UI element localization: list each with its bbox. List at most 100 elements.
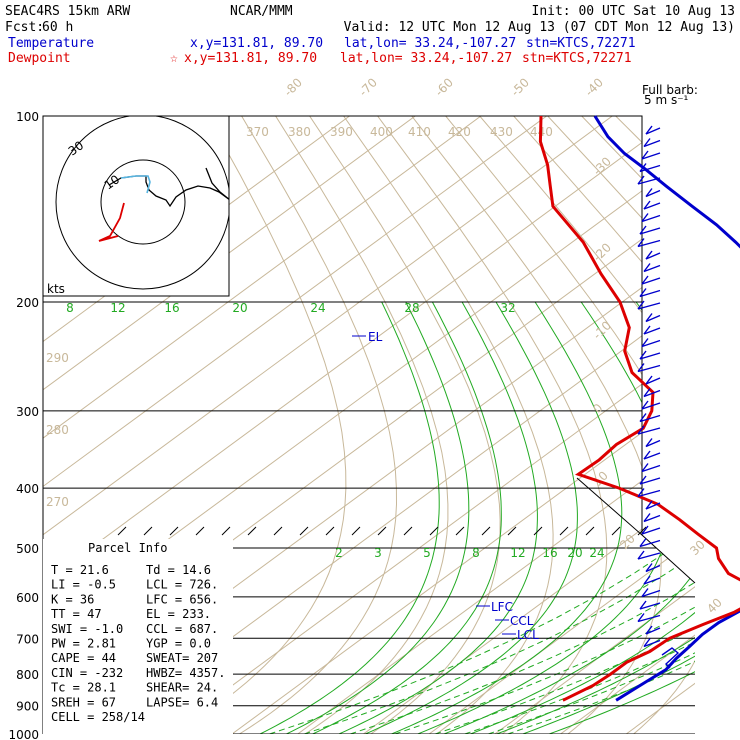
wind-barb-flag — [639, 413, 647, 422]
hatch-mark — [221, 526, 231, 536]
pressure-tick-100: 100 — [16, 110, 39, 124]
hatch-mark — [143, 526, 153, 536]
moist-adiabat — [286, 301, 470, 734]
mixing-ratio-label-upper: 12 — [110, 301, 125, 315]
wind-barb-flag — [637, 425, 645, 435]
wind-barb — [637, 302, 661, 310]
wind-barb-flag — [645, 438, 653, 447]
wind-barb — [645, 502, 661, 510]
isotherm-line — [43, 116, 566, 734]
hatch-mark — [585, 526, 595, 536]
hatch-mark — [169, 526, 179, 536]
isotherm-label: -80 — [281, 75, 305, 99]
wind-barb-flag — [641, 400, 649, 410]
wind-barb-flag — [641, 463, 649, 472]
wind-barb-flag — [643, 450, 651, 460]
moist-adiabat — [259, 301, 440, 734]
isotherm-line — [43, 116, 632, 734]
isotherm-label: -10 — [590, 318, 614, 342]
theta-label: 400 — [370, 125, 393, 139]
wind-barb — [637, 489, 661, 498]
pressure-tick-500: 500 — [16, 542, 39, 556]
wind-barb-flag — [645, 188, 653, 197]
parcel-right-value: LCL = 726. — [146, 578, 218, 592]
parcel-right-value: EL = 233. — [146, 607, 211, 621]
wind-barbs — [637, 125, 680, 669]
dry-adiabat — [479, 116, 695, 734]
isotherm-label: -70 — [356, 75, 380, 99]
wind-barb-flag — [645, 250, 653, 260]
wind-barb — [639, 227, 661, 235]
wind-barb — [639, 164, 661, 173]
mixing-ratio-line — [304, 547, 695, 734]
moist-adiabat — [312, 301, 502, 734]
wind-barb-flag — [639, 225, 647, 235]
mixing-ratio-label-lower: 5 — [423, 546, 431, 560]
wind-barb — [641, 152, 661, 160]
wind-barb — [639, 602, 661, 610]
fcst-value: 60 h — [42, 20, 73, 35]
dry-adiabat — [275, 116, 449, 734]
hatch-mark — [611, 526, 621, 536]
level-markers: EL LFC CCL LCL — [352, 330, 539, 642]
dry-adiabat — [343, 116, 554, 734]
wind-barb-flag — [637, 238, 645, 247]
wind-barb — [639, 477, 661, 485]
isotherm-label: -30 — [590, 154, 614, 178]
wind-barb — [641, 277, 661, 285]
parcel-left-value: CIN = -232 — [51, 666, 123, 680]
dry-adiabat — [411, 116, 662, 734]
moist-adiabat — [470, 301, 695, 734]
center-label: NCAR/MMM — [230, 4, 293, 19]
parcel-right-value: YGP = 0.0 — [146, 637, 211, 651]
wind-barb — [641, 464, 661, 473]
wind-barb-flag — [643, 138, 651, 147]
mixing-ratio-line — [394, 547, 695, 734]
mixing-ratio-label-upper: 28 — [404, 301, 419, 315]
model-title: SEAC4RS 15km ARW — [5, 4, 130, 19]
fcst-label: Fcst: — [5, 20, 44, 35]
wind-barb — [643, 389, 661, 398]
moist-adiabat — [549, 301, 695, 734]
temp-station: stn=KTCS,72271 — [526, 36, 636, 51]
hatch-mark — [325, 526, 335, 536]
isotherm-label: 0 — [590, 401, 605, 416]
parcel-rows: T = 21.6 Td = 14.6 LI = -0.5 LCL = 726. K = … — [51, 563, 225, 724]
wind-barb — [641, 214, 661, 223]
moist-adiabat — [365, 301, 578, 734]
isotherm-label: -60 — [432, 75, 456, 99]
hatch-mark — [117, 526, 127, 536]
moist-adiabat — [338, 301, 538, 734]
wind-barb-flag — [641, 588, 649, 597]
theta-label: 380 — [288, 125, 311, 139]
dew-station: stn=KTCS,72271 — [522, 51, 632, 66]
parcel-left-value: PW = 2.81 — [51, 637, 116, 651]
dry-adiabat — [718, 116, 740, 740]
mixing-ratio-line — [269, 547, 673, 734]
mixing-ratio-labels: 8 12 16 20 24 28 32 2 3 5 8 12 16 20 24 — [66, 301, 604, 560]
hatch-mark — [195, 526, 205, 536]
parcel-right-value: Td = 14.6 — [146, 563, 211, 577]
mixing-ratio-line — [464, 547, 695, 734]
wind-barb-flag — [643, 388, 651, 397]
wind-barb — [641, 527, 661, 535]
wind-barb — [639, 352, 661, 360]
wind-barb — [641, 589, 661, 598]
isotherm-label: -40 — [582, 75, 606, 99]
isotherm-line — [476, 116, 695, 734]
wind-barb-flag — [639, 600, 647, 610]
mixing-ratio-label-lower: 16 — [542, 546, 557, 560]
wind-barb-flag — [643, 513, 651, 522]
el-marker: EL — [368, 330, 383, 344]
wind-barb — [639, 414, 661, 423]
hodo-ring-outer — [55, 116, 229, 290]
parcel-title: Parcel Info — [88, 541, 167, 555]
hatch-mark — [559, 526, 569, 536]
temp-xy: x,y=131.81, 89.70 — [190, 36, 323, 51]
parcel-left-value: CAPE = 44 — [51, 651, 116, 665]
parcel-right-value: SWEAT= 207 — [146, 651, 218, 665]
isotherm-line — [542, 116, 695, 734]
hatch-mark — [403, 526, 413, 536]
